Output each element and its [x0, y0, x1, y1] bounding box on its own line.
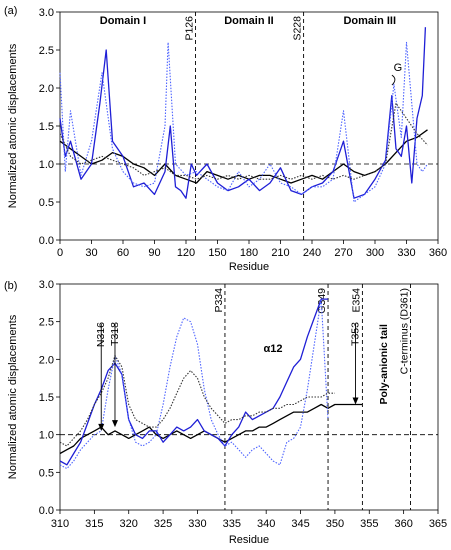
x-tick-label: 355: [360, 518, 378, 530]
domain-label: Domain II: [224, 15, 274, 27]
series-line-2: [59, 298, 329, 470]
y-tick-label: 0.5: [39, 467, 54, 479]
panel-label: (a): [4, 5, 17, 17]
annotation-label: α12: [264, 343, 283, 355]
x-tick-label: 335: [223, 518, 241, 530]
x-tick-label: 360: [429, 247, 447, 259]
x-tick-label: 300: [366, 247, 384, 259]
x-tick-label: 180: [240, 247, 258, 259]
y-axis-label: Normalized atomic displacements: [7, 43, 19, 208]
domain-label: Domain I: [100, 15, 146, 27]
x-tick-label: 340: [257, 518, 275, 530]
x-tick-label: 90: [148, 247, 160, 259]
annotation-label: G: [394, 62, 403, 74]
y-tick-label: 1.5: [39, 392, 54, 404]
annotation-label: T318: [109, 322, 121, 346]
series-line-3: [59, 102, 428, 180]
annotation-arrowhead: [352, 397, 359, 405]
x-tick-label: 345: [291, 518, 309, 530]
x-tick-label: 210: [271, 247, 289, 259]
x-axis-label: Residue: [229, 534, 269, 546]
y-tick-label: 0.5: [39, 197, 54, 209]
x-tick-label: 60: [117, 247, 129, 259]
y-tick-label: 2.0: [39, 83, 54, 95]
x-axis-label: Residue: [229, 261, 269, 273]
x-tick-label: 310: [51, 518, 69, 530]
series-line-1: [59, 27, 427, 199]
y-tick-label: 0.0: [39, 505, 54, 517]
boundary-label: P334: [213, 288, 225, 313]
panel-label: (b): [4, 280, 17, 292]
x-tick-label: 150: [208, 247, 226, 259]
x-tick-label: 330: [188, 518, 206, 530]
x-tick-label: 315: [85, 518, 103, 530]
y-tick-label: 3.0: [39, 279, 54, 291]
y-tick-label: 3.0: [39, 7, 54, 19]
series-line-0: [59, 129, 428, 184]
y-tick-label: 2.5: [39, 45, 54, 57]
y-tick-label: 0.0: [39, 235, 54, 247]
panel-b: 0.0 0.5 1.0 1.5 2.0 2.5 3.0 310 315 320 325 330 335 3…: [4, 279, 447, 546]
annotation-arrowhead: [98, 423, 105, 431]
y-tick-label: 1.0: [39, 159, 54, 171]
x-tick-label: 350: [326, 518, 344, 530]
series-line-3: [59, 355, 335, 447]
x-tick-label: 120: [177, 247, 195, 259]
x-tick-label: 360: [394, 518, 412, 530]
series-line-0: [59, 403, 363, 455]
x-tick-label: 325: [154, 518, 172, 530]
series-line-2: [59, 41, 428, 203]
y-tick-label: 2.5: [39, 317, 54, 329]
panel-a: 0.0 0.5 1.0 1.5 2.0 2.5 3.0 0 30 60 90 120 150 180 210…: [4, 5, 447, 273]
series-line-1: [59, 298, 328, 466]
x-tick-label: 240: [303, 247, 321, 259]
x-tick-label: 270: [334, 247, 352, 259]
x-tick-label: 330: [397, 247, 415, 259]
boundary-label: S228: [292, 16, 304, 41]
annotation-label: N316: [95, 322, 107, 347]
y-tick-label: 1.5: [39, 121, 54, 133]
plot-frame: [59, 11, 439, 241]
boundary-label: P126: [183, 16, 195, 41]
x-tick-label: 320: [120, 518, 138, 530]
annotation-brace: [391, 74, 396, 86]
x-tick-label: 365: [429, 518, 447, 530]
boundary-label: C-terminus (D361): [399, 288, 411, 374]
y-tick-label: 2.0: [39, 354, 54, 366]
annotation-arrowhead: [111, 420, 118, 428]
x-tick-label: 30: [85, 247, 97, 259]
annotation-label: Poly-anionic tail: [378, 324, 390, 405]
x-tick-label: 0: [57, 247, 63, 259]
boundary-label: E354: [350, 288, 362, 313]
y-tick-label: 1.0: [39, 430, 54, 442]
y-axis-label: Normalized atomic displacements: [7, 314, 19, 479]
domain-label: Domain III: [343, 15, 396, 27]
annotation-label: T353: [350, 322, 362, 346]
boundary-label: G349: [316, 288, 328, 314]
